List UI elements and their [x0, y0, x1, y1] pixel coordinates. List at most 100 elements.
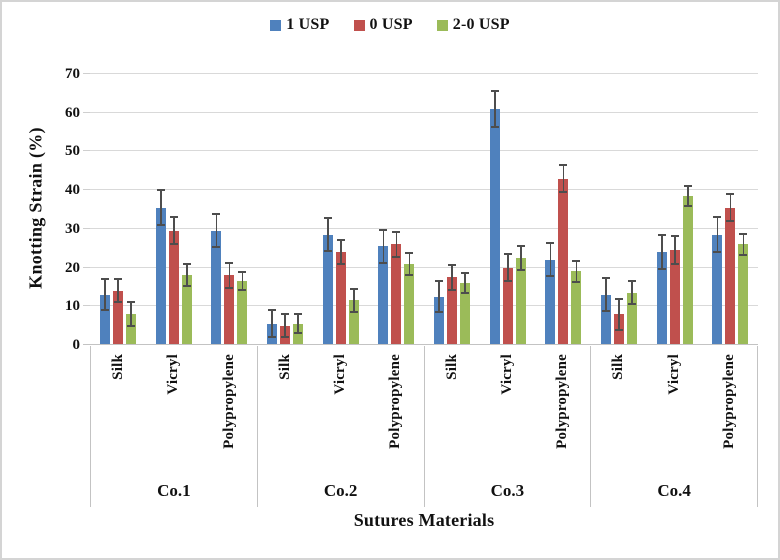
error-bar-line — [160, 190, 162, 225]
group-label-Co.4: Co.4 — [657, 481, 691, 500]
error-bar-line — [729, 194, 732, 221]
bar-Co.4-Silk-2-0 USP — [626, 74, 637, 345]
bar-rect — [489, 108, 500, 345]
category-label-Vicryl: Vicryl — [332, 354, 349, 395]
error-bar-cap-top — [156, 189, 165, 192]
bar-rect — [600, 294, 611, 345]
bar-rect — [404, 263, 415, 345]
category-label-Vicryl: Vicryl — [498, 354, 515, 395]
error-bar-cap-top — [683, 184, 692, 187]
error-bar-cap-top — [670, 235, 679, 238]
bar-Co.2-Vicryl-0 USP — [335, 74, 346, 345]
error-bar-cap-bottom — [379, 261, 388, 264]
error-bar-cap-top — [627, 280, 636, 283]
bar-Co.1-Polypropylene-2-0 USP — [237, 74, 248, 345]
bar-rect — [712, 234, 723, 345]
bar-rect — [725, 207, 736, 345]
bar-Co.1-Silk-2-0 USP — [125, 74, 136, 345]
y-tick-30 — [83, 227, 90, 229]
legend-swatch-0usp-icon — [353, 19, 365, 31]
error-bar-line — [408, 252, 411, 275]
y-tick-label-60: 60 — [65, 104, 80, 121]
y-tick-label-10: 10 — [65, 298, 80, 315]
error-bar-cap-bottom — [336, 263, 345, 266]
y-tick-50 — [83, 150, 90, 152]
legend-item-1usp: 1 USP — [270, 16, 329, 34]
bar-rect — [391, 244, 402, 345]
error-bar-cap-top — [349, 287, 358, 290]
bars-layer — [90, 74, 758, 345]
error-bar-line — [451, 264, 453, 290]
error-bar-line — [173, 217, 175, 245]
error-bar-line — [271, 310, 273, 338]
bar-group-Co.1 — [90, 74, 257, 345]
category-cell: Silk — [591, 346, 646, 481]
bar-Co.4-Vicryl-2-0 USP — [682, 74, 693, 345]
bar-Co.4-Polypropylene-0 USP — [725, 74, 736, 345]
error-bar-cap-bottom — [601, 309, 610, 312]
x-group-Co.4: Silk Vicryl Polypropylene Co.4 — [590, 346, 758, 507]
error-bar-line — [575, 260, 578, 283]
bar-Co.3-Silk-1 USP — [433, 74, 444, 345]
bar-rect — [558, 178, 569, 345]
category-label-row: Silk Vicryl Polypropylene — [591, 346, 757, 481]
x-axis-title: Sutures Materials — [353, 510, 495, 530]
bar-rect — [211, 230, 222, 345]
bar-rect — [626, 292, 637, 345]
category-cell: Vicryl — [146, 346, 201, 481]
error-bar-cap-bottom — [503, 280, 512, 283]
error-bar-line — [340, 239, 342, 265]
category-cell: Polypropylene — [368, 346, 423, 481]
gridline-50 — [90, 150, 758, 152]
bar-cluster-Co.2-Silk — [257, 74, 313, 345]
bar-Co.1-Vicryl-1 USP — [155, 74, 166, 345]
bar-Co.2-Vicryl-1 USP — [322, 74, 333, 345]
legend-swatch-1usp-icon — [270, 19, 282, 31]
group-label-Co.1: Co.1 — [157, 481, 191, 500]
error-bar-line — [464, 273, 466, 294]
y-axis-title: Knotting Strain (%) — [25, 127, 46, 289]
error-bar-cap-bottom — [657, 268, 666, 271]
bar-Co.3-Vicryl-1 USP — [489, 74, 500, 345]
error-bar-cap-top — [182, 263, 191, 266]
bar-Co.4-Vicryl-0 USP — [669, 74, 680, 345]
category-label-Polypropylene: Polypropylene — [387, 354, 404, 449]
y-tick-20 — [83, 266, 90, 268]
bar-group-Co.4 — [591, 74, 758, 345]
error-bar-cap-top — [225, 261, 234, 264]
error-bar-cap-bottom — [113, 301, 122, 304]
error-bar-line — [353, 288, 355, 313]
bar-cluster-Co.1-Vicryl — [146, 74, 202, 345]
error-bar-cap-top — [713, 215, 722, 218]
error-bar-cap-bottom — [627, 303, 636, 306]
chart-legend: 1 USP 0 USP 2-0 USP — [2, 16, 778, 34]
error-bar-cap-bottom — [726, 219, 735, 222]
x-group-Co.2: Silk Vicryl Polypropylene Co.2 — [256, 346, 424, 507]
category-label-Vicryl: Vicryl — [665, 354, 682, 395]
bar-group-Co.3 — [424, 74, 591, 345]
error-bar-cap-bottom — [516, 268, 525, 271]
x-group-Co.3: Silk Vicryl Polypropylene Co.3 — [423, 346, 591, 507]
error-bar-cap-top — [293, 313, 302, 316]
error-bar-cap-bottom — [559, 191, 568, 194]
category-cell: Silk — [425, 346, 480, 481]
bar-rect — [669, 250, 680, 345]
bar-Co.3-Polypropylene-2-0 USP — [571, 74, 582, 345]
error-bar-line — [117, 279, 119, 303]
error-bar-cap-bottom — [169, 243, 178, 246]
error-bar-line — [327, 218, 329, 252]
bar-Co.4-Polypropylene-2-0 USP — [738, 74, 749, 345]
error-bar-line — [605, 278, 607, 311]
error-bar-cap-top — [546, 242, 555, 245]
y-tick-40 — [83, 189, 90, 191]
group-label-Co.2: Co.2 — [323, 481, 358, 500]
category-label-row: Silk Vicryl Polypropylene — [425, 346, 591, 481]
error-bar-cap-top — [238, 271, 247, 274]
error-bar-line — [742, 233, 745, 255]
legend-label-0usp: 0 USP — [369, 16, 413, 33]
category-cell: Silk — [258, 346, 313, 481]
bar-rect — [348, 300, 359, 345]
error-bar-cap-top — [379, 229, 388, 232]
gridline-60 — [90, 111, 758, 113]
bar-Co.2-Vicryl-2-0 USP — [348, 74, 359, 345]
